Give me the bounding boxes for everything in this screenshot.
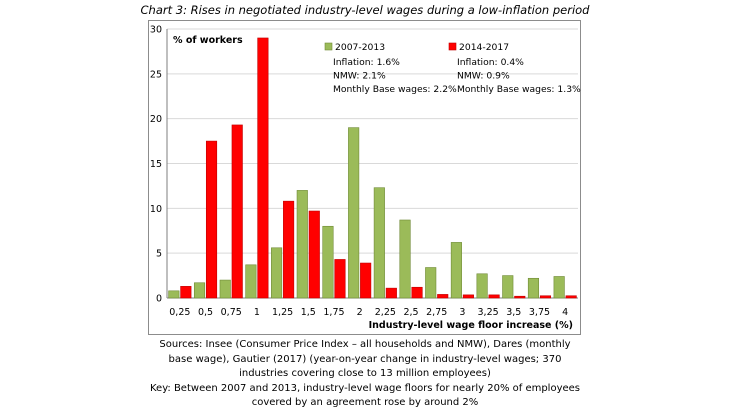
legend-stat-line: NMW: 2.1% [333, 71, 386, 82]
x-tick-label: 0,5 [198, 307, 213, 318]
legend-stat-line: Monthly Base wages: 2.2% [333, 84, 457, 95]
y-axis-label: % of workers [173, 35, 243, 46]
x-tick-label: 3,25 [478, 307, 499, 318]
bar-2014-2017 [180, 286, 192, 299]
bar-2014-2017 [205, 140, 218, 299]
y-tick-label: 30 [150, 25, 162, 36]
x-tick-label: 2,25 [375, 307, 396, 318]
chart-title: Chart 3: Rises in negotiated industry-le… [140, 3, 590, 17]
bar-2014-2017 [334, 259, 346, 299]
legend-stat-line: Inflation: 0.4% [457, 57, 524, 68]
bar-2007-2013 [168, 290, 180, 299]
bar-chart: 0 5 10 15 20 25 30 0,25 0,5 0,75 1 1,25 1,5 1,75 2 2,25… [150, 25, 581, 332]
sources-note: Sources: Insee (Consumer Price Index – a… [159, 339, 571, 379]
bar-2007-2013 [450, 242, 462, 299]
x-axis-label: Industry-level wage floor increase (%) [369, 320, 573, 331]
x-tick-label: 3 [459, 307, 465, 318]
bar-2007-2013 [322, 225, 334, 299]
x-tick-label: 1,5 [301, 307, 316, 318]
bar-2007-2013 [296, 190, 308, 299]
key-note: Key: Between 2007 and 2013, industry-lev… [150, 382, 581, 409]
legend-stat-line: Inflation: 1.6% [333, 57, 400, 68]
bar-2014-2017 [360, 262, 372, 299]
y-tick-label: 20 [150, 114, 162, 125]
legend-stat-line: Monthly Base wages: 1.3% [457, 84, 581, 95]
bar-2014-2017 [437, 294, 449, 299]
legend-swatch-2014-2017 [448, 42, 457, 51]
y-tick-label: 5 [156, 249, 162, 260]
bar-2007-2013 [193, 282, 206, 299]
bar-2007-2013 [373, 187, 385, 299]
y-tick-label: 10 [150, 204, 162, 215]
x-tick-label: 4 [562, 307, 568, 318]
y-tick-label: 15 [150, 159, 162, 170]
x-tick-label: 1,25 [272, 307, 293, 318]
legend-swatch-2007-2013 [324, 42, 333, 51]
bar-2014-2017 [385, 287, 397, 299]
bar-2007-2013 [553, 276, 565, 299]
x-tick-label: 2,75 [426, 307, 447, 318]
bar-2007-2013 [527, 277, 540, 299]
bar-2014-2017 [308, 210, 320, 299]
chart-area: 0 5 10 15 20 25 30 0,25 0,5 0,75 1 1,25 1,5 1,75 2 2,25… [148, 20, 581, 335]
x-tick-label: 0,75 [221, 307, 242, 318]
bar-2007-2013 [425, 267, 437, 299]
bar-2007-2013 [271, 247, 283, 299]
x-tick-label: 1,75 [323, 307, 344, 318]
bar-2007-2013 [245, 264, 257, 299]
chart-notes: Sources: Insee (Consumer Price Index – a… [150, 338, 580, 411]
x-tick-label: 0,25 [169, 307, 190, 318]
bar-2007-2013 [348, 127, 360, 299]
y-tick-label: 25 [150, 69, 162, 80]
bar-2014-2017 [257, 37, 269, 299]
bar-2014-2017 [539, 295, 552, 299]
bar-2014-2017 [411, 286, 423, 299]
y-tick-label: 0 [156, 294, 162, 305]
bar-2007-2013 [399, 219, 411, 299]
bar-2014-2017 [514, 295, 526, 299]
bar-2007-2013 [502, 275, 514, 299]
x-tick-label: 1 [254, 307, 260, 318]
bar-2014-2017 [283, 200, 295, 299]
bar-2014-2017 [565, 295, 577, 299]
bar-2014-2017 [462, 294, 474, 299]
x-tick-label: 3,5 [506, 307, 521, 318]
legend-label-2014-2017: 2014-2017 [459, 42, 509, 53]
bar-2014-2017 [231, 124, 243, 299]
legend-label-2007-2013: 2007-2013 [335, 42, 385, 53]
x-tick-label: 2,5 [403, 307, 418, 318]
x-tick-label: 2 [357, 307, 363, 318]
legend-stat-line: NMW: 0.9% [457, 71, 510, 82]
x-tick-label: 3,75 [529, 307, 550, 318]
bar-2007-2013 [476, 273, 488, 299]
bar-2014-2017 [488, 294, 500, 299]
bar-2007-2013 [219, 279, 231, 299]
